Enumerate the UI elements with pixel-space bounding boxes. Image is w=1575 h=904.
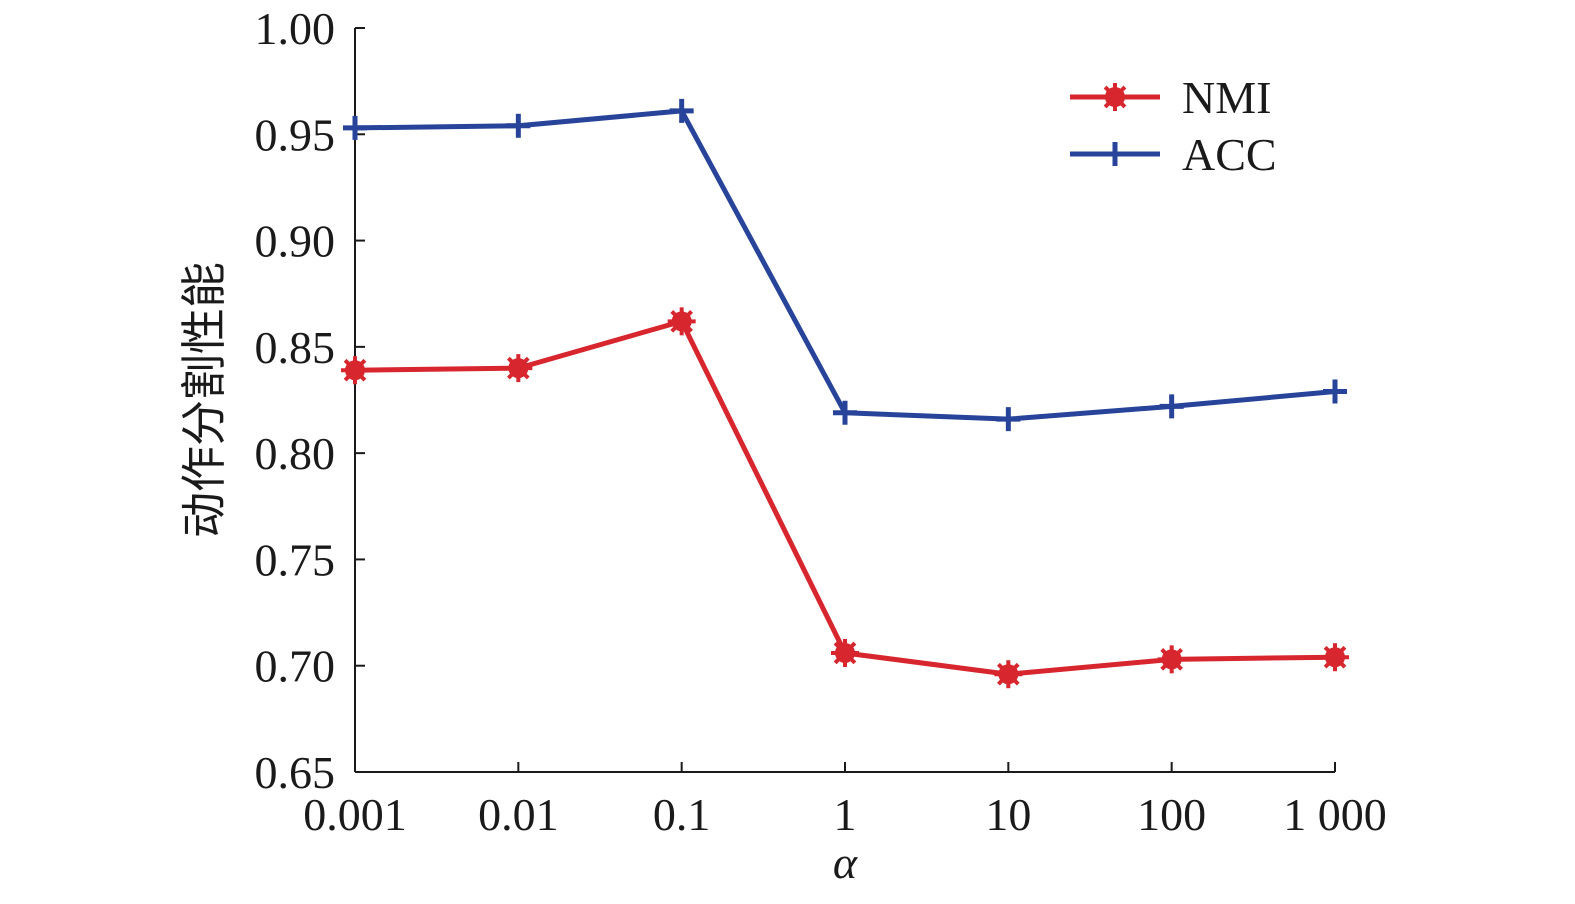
data-point-acc xyxy=(506,113,531,138)
x-axis-title: α xyxy=(833,837,858,888)
x-tick-label: 100 xyxy=(1137,789,1206,840)
x-tick-label: 0.1 xyxy=(653,789,711,840)
data-point-acc xyxy=(1159,394,1184,419)
y-tick-label: 0.80 xyxy=(255,428,336,479)
asterisk-marker-spoke xyxy=(507,356,530,380)
legend-item-acc: ACC xyxy=(1070,129,1277,180)
y-tick-label: 0.70 xyxy=(255,641,336,692)
data-point-nmi xyxy=(341,356,369,385)
data-point-nmi xyxy=(667,307,696,336)
x-tick-label: 0.01 xyxy=(478,789,559,840)
data-point-nmi xyxy=(994,660,1023,689)
series-line-nmi xyxy=(354,318,1336,677)
axes: 0.65 0.70 0.75 0.80 0.85 0.90 0.95 1.00 0.001 0.0… xyxy=(179,3,1387,888)
legend: NMI ACC xyxy=(1070,72,1277,180)
series-layer xyxy=(341,98,1349,689)
asterisk-marker-spoke xyxy=(1160,648,1183,671)
y-tick-label: 0.65 xyxy=(255,747,336,798)
y-tick-label: 1.00 xyxy=(255,3,336,54)
y-axis-title: 动作分割性能 xyxy=(179,262,230,538)
y-tick-label: 0.75 xyxy=(255,534,336,585)
data-point-nmi xyxy=(504,354,533,383)
data-point-nmi xyxy=(1157,645,1186,674)
x-tick-label: 0.001 xyxy=(303,789,407,840)
series-acc xyxy=(343,98,1347,432)
data-point-nmi xyxy=(1321,643,1349,672)
asterisk-marker-spoke xyxy=(1103,85,1127,109)
data-point-acc xyxy=(1323,379,1347,404)
asterisk-marker-spoke xyxy=(343,358,367,382)
data-point-acc xyxy=(669,98,694,123)
legend-item-nmi: NMI xyxy=(1070,72,1271,123)
asterisk-marker-spoke xyxy=(670,310,693,333)
asterisk-marker-spoke xyxy=(997,662,1020,686)
x-tick-label: 1 000 xyxy=(1283,789,1387,840)
y-tick-label: 0.95 xyxy=(255,109,336,160)
x-tick-label: 10 xyxy=(985,789,1031,840)
series-nmi xyxy=(341,307,1349,689)
asterisk-marker-spoke xyxy=(833,641,857,665)
legend-marker xyxy=(1101,83,1129,111)
legend-label: ACC xyxy=(1182,129,1277,180)
y-tick-label: 0.85 xyxy=(255,322,336,373)
data-point-acc xyxy=(343,115,367,140)
data-point-acc xyxy=(833,400,857,425)
data-point-nmi xyxy=(831,638,859,667)
data-point-acc xyxy=(996,407,1021,432)
x-tick-label: 1 xyxy=(834,789,857,840)
legend-label: NMI xyxy=(1182,72,1271,123)
y-tick-label: 0.90 xyxy=(255,216,336,267)
legend-marker xyxy=(1103,142,1127,166)
asterisk-marker-spoke xyxy=(1323,645,1347,669)
